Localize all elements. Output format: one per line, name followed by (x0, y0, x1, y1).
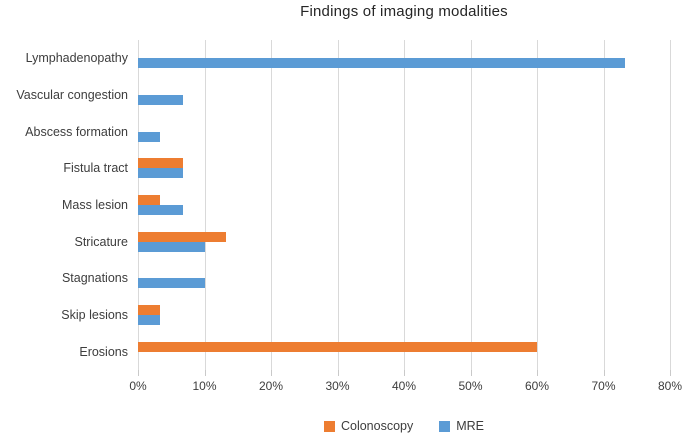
category-label: Lymphadenopathy (25, 51, 128, 66)
bar-mre (138, 241, 205, 252)
legend-swatch (323, 420, 335, 432)
bar-colonoscopy (138, 158, 183, 169)
axis-tick (138, 370, 139, 376)
category-label: Stagnations (61, 271, 128, 286)
category-label: Vascular congestion (16, 87, 128, 102)
x-tick-label: 20% (258, 379, 284, 393)
category-label: Mass lesion (62, 197, 128, 212)
legend-item-colonoscopy: Colonoscopy (323, 419, 414, 433)
category-label: Abscess formation (25, 124, 128, 139)
gridline (271, 40, 272, 370)
legend-swatch (439, 420, 451, 432)
bar-colonoscopy (138, 305, 160, 315)
bar-colonoscopy (138, 231, 227, 242)
legend-label: MRE (456, 419, 485, 433)
axis-tick (537, 370, 538, 376)
chart-title: Findings of imaging modalities (300, 3, 508, 20)
plot-area (138, 40, 671, 370)
x-tick-label: 60% (524, 379, 550, 393)
gridline (404, 40, 405, 370)
x-tick-label: 0% (129, 379, 147, 393)
category-label: Fistula tract (63, 161, 128, 176)
gridline (204, 40, 206, 370)
gridline (537, 40, 538, 370)
bar-mre (138, 315, 160, 325)
bar-colonoscopy (138, 341, 537, 352)
x-tick-label: 40% (391, 379, 417, 393)
gridline (470, 40, 472, 370)
gridline (337, 40, 339, 370)
x-tick-label: 80% (657, 379, 683, 393)
bar-colonoscopy (138, 195, 160, 205)
legend-item-mre: MRE (439, 419, 484, 433)
axis-tick (204, 370, 206, 376)
bar-mre (138, 95, 183, 105)
bar-mre (138, 205, 183, 215)
legend: Colonoscopy MRE (138, 416, 670, 436)
bar-mre (138, 278, 205, 289)
x-tick-label: 30% (325, 379, 350, 393)
x-tick-label: 10% (192, 379, 217, 393)
axis-tick (603, 370, 605, 376)
gridline (670, 40, 671, 370)
x-tick-label: 50% (458, 379, 483, 393)
axis-tick (337, 370, 339, 376)
bar-mre (138, 131, 160, 142)
category-label: Stricature (74, 234, 129, 249)
x-tick-label: 70% (591, 379, 616, 393)
axis-tick (404, 370, 405, 376)
category-label: Erosions (79, 344, 128, 359)
bar-mre (138, 58, 626, 69)
bar-mre (138, 168, 183, 179)
axis-tick (470, 370, 472, 376)
gridline (603, 40, 605, 370)
legend-label: Colonoscopy (340, 419, 414, 433)
axis-tick (271, 370, 272, 376)
axis-tick (670, 370, 671, 376)
category-label: Skip lesions (61, 307, 128, 322)
